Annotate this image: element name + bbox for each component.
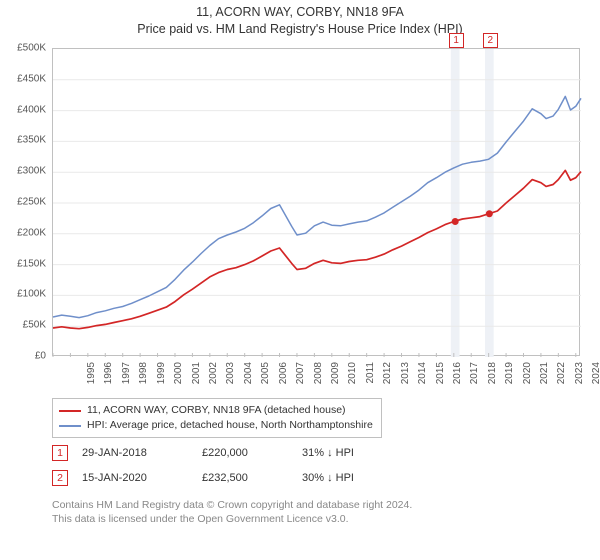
y-tick-label: £100K	[0, 289, 46, 300]
x-tick-label: 2015	[435, 362, 446, 396]
x-tick-label: 2020	[522, 362, 533, 396]
x-tick-label: 2001	[191, 362, 202, 396]
x-tick-label: 2013	[400, 362, 411, 396]
x-tick-label: 1999	[156, 362, 167, 396]
sale-price: £220,000	[202, 447, 302, 459]
legend-label: HPI: Average price, detached house, Nort…	[87, 418, 373, 433]
legend-swatch	[59, 410, 81, 412]
x-tick-label: 2002	[208, 362, 219, 396]
sale-badge: 2	[52, 470, 68, 486]
sale-row: 1 29-JAN-2018£220,00031% ↓ HPI	[52, 445, 422, 461]
x-tick-label: 2011	[365, 362, 376, 396]
x-tick-label: 2006	[278, 362, 289, 396]
footer-attribution: Contains HM Land Registry data © Crown c…	[52, 498, 412, 526]
x-tick-label: 2021	[539, 362, 550, 396]
x-tick-label: 2017	[469, 362, 480, 396]
title-line-1: 11, ACORN WAY, CORBY, NN18 9FA	[0, 4, 600, 21]
x-tick-label: 1995	[86, 362, 97, 396]
sale-row: 2 15-JAN-2020£232,50030% ↓ HPI	[52, 470, 422, 486]
sale-date: 15-JAN-2020	[82, 472, 202, 484]
legend-swatch	[59, 425, 81, 427]
x-tick-label: 1997	[121, 362, 132, 396]
sale-date: 29-JAN-2018	[82, 447, 202, 459]
footer-line-2: This data is licensed under the Open Gov…	[52, 512, 412, 526]
y-tick-label: £300K	[0, 166, 46, 177]
x-tick-label: 2019	[504, 362, 515, 396]
x-tick-label: 2023	[574, 362, 585, 396]
y-tick-label: £500K	[0, 43, 46, 54]
x-tick-label: 2014	[417, 362, 428, 396]
x-tick-label: 2024	[591, 362, 600, 396]
plot-area: 12	[52, 48, 580, 356]
sale-point	[452, 218, 459, 225]
x-tick-label: 2008	[313, 362, 324, 396]
y-tick-label: £200K	[0, 227, 46, 238]
x-tick-label: 2003	[225, 362, 236, 396]
plot-svg	[53, 49, 581, 357]
x-tick-label: 2016	[452, 362, 463, 396]
legend: 11, ACORN WAY, CORBY, NN18 9FA (detached…	[52, 398, 382, 438]
x-tick-label: 1998	[138, 362, 149, 396]
sale-delta: 31% ↓ HPI	[302, 447, 422, 459]
x-tick-label: 2010	[347, 362, 358, 396]
x-tick-label: 2009	[330, 362, 341, 396]
sale-point	[486, 210, 493, 217]
y-tick-label: £400K	[0, 104, 46, 115]
y-tick-label: £350K	[0, 135, 46, 146]
series-property	[53, 170, 581, 328]
x-tick-label: 2004	[243, 362, 254, 396]
sale-price: £232,500	[202, 472, 302, 484]
footer-line-1: Contains HM Land Registry data © Crown c…	[52, 498, 412, 512]
title-line-2: Price paid vs. HM Land Registry's House …	[0, 21, 600, 38]
legend-row: 11, ACORN WAY, CORBY, NN18 9FA (detached…	[59, 403, 373, 418]
chart-container: 11, ACORN WAY, CORBY, NN18 9FA Price pai…	[0, 0, 600, 560]
legend-label: 11, ACORN WAY, CORBY, NN18 9FA (detached…	[87, 403, 346, 418]
chart-titles: 11, ACORN WAY, CORBY, NN18 9FA Price pai…	[0, 0, 600, 38]
x-tick-label: 2012	[382, 362, 393, 396]
y-tick-label: £450K	[0, 73, 46, 84]
y-tick-label: £150K	[0, 258, 46, 269]
y-tick-label: £250K	[0, 197, 46, 208]
y-tick-label: £0	[0, 351, 46, 362]
x-tick-label: 2000	[173, 362, 184, 396]
x-tick-label: 1996	[103, 362, 114, 396]
x-tick-label: 2018	[487, 362, 498, 396]
plot-marker-badge: 2	[483, 33, 498, 48]
x-tick-label: 2022	[556, 362, 567, 396]
sale-delta: 30% ↓ HPI	[302, 472, 422, 484]
x-tick-label: 2007	[295, 362, 306, 396]
y-tick-label: £50K	[0, 320, 46, 331]
plot-marker-badge: 1	[449, 33, 464, 48]
legend-row: HPI: Average price, detached house, Nort…	[59, 418, 373, 433]
x-tick-label: 2005	[260, 362, 271, 396]
sale-badge: 1	[52, 445, 68, 461]
